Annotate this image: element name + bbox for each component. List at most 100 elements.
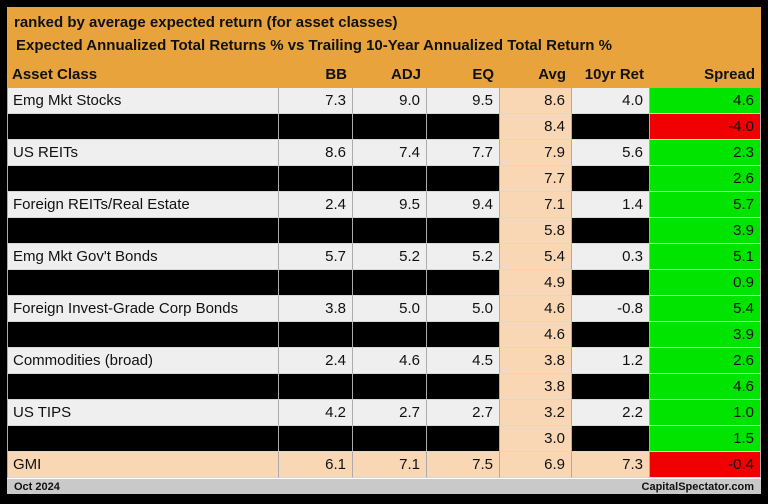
redacted-cell-eq xyxy=(427,270,500,296)
redacted-cell-asset xyxy=(7,322,279,348)
redacted-cell-adj xyxy=(353,218,427,244)
cell-bb: 6.1 xyxy=(279,452,353,478)
cell-bb: 8.6 xyxy=(279,140,353,166)
redacted-cell-bb xyxy=(279,114,353,140)
redacted-cell-ret10 xyxy=(572,374,650,400)
cell-spread: 5.1 xyxy=(650,244,761,270)
cell-adj: 5.2 xyxy=(353,244,427,270)
cell-spread: 5.4 xyxy=(650,296,761,322)
redacted-cell-eq xyxy=(427,322,500,348)
cell-bb: 4.2 xyxy=(279,400,353,426)
redacted-cell-bb xyxy=(279,374,353,400)
column-header-adj: ADJ xyxy=(353,60,427,88)
cell-spread: 4.6 xyxy=(650,374,761,400)
redacted-cell-adj xyxy=(353,114,427,140)
cell-ret10: 1.4 xyxy=(572,192,650,218)
redacted-cell-eq xyxy=(427,426,500,452)
cell-adj: 5.0 xyxy=(353,296,427,322)
cell-avg: 7.1 xyxy=(500,192,572,218)
cell-adj: 9.0 xyxy=(353,88,427,114)
redacted-cell-ret10 xyxy=(572,218,650,244)
redacted-cell-bb xyxy=(279,166,353,192)
cell-eq: 5.0 xyxy=(427,296,500,322)
cell-adj: 4.6 xyxy=(353,348,427,374)
cell-eq: 7.5 xyxy=(427,452,500,478)
redacted-cell-eq xyxy=(427,114,500,140)
cell-eq: 7.7 xyxy=(427,140,500,166)
cell-spread: 0.9 xyxy=(650,270,761,296)
redacted-cell-asset xyxy=(7,114,279,140)
redacted-cell-bb xyxy=(279,426,353,452)
cell-spread: 5.7 xyxy=(650,192,761,218)
cell-asset: GMI xyxy=(7,452,279,478)
column-header-spread: Spread xyxy=(650,60,761,88)
cell-ret10: 0.3 xyxy=(572,244,650,270)
redacted-cell-adj xyxy=(353,270,427,296)
footer-bar: Oct 2024 CapitalSpectator.com xyxy=(7,478,761,494)
redacted-cell-asset xyxy=(7,374,279,400)
cell-avg: 7.7 xyxy=(500,166,572,192)
redacted-cell-ret10 xyxy=(572,166,650,192)
cell-spread: 3.9 xyxy=(650,322,761,348)
cell-avg: 8.6 xyxy=(500,88,572,114)
cell-spread: 4.6 xyxy=(650,88,761,114)
cell-avg: 3.8 xyxy=(500,374,572,400)
cell-spread: -4.0 xyxy=(650,114,761,140)
cell-eq: 9.5 xyxy=(427,88,500,114)
redacted-cell-adj xyxy=(353,426,427,452)
redacted-cell-bb xyxy=(279,218,353,244)
cell-eq: 5.2 xyxy=(427,244,500,270)
cell-bb: 2.4 xyxy=(279,192,353,218)
cell-avg: 3.2 xyxy=(500,400,572,426)
cell-asset: Emg Mkt Stocks xyxy=(7,88,279,114)
redacted-cell-adj xyxy=(353,322,427,348)
cell-avg: 5.8 xyxy=(500,218,572,244)
cell-avg: 3.0 xyxy=(500,426,572,452)
asset-return-table: Asset Class BB ADJ EQ Avg 10yr Ret Spread Emg M… xyxy=(7,60,761,478)
cell-spread: -0.4 xyxy=(650,452,761,478)
redacted-cell-eq xyxy=(427,374,500,400)
cell-adj: 2.7 xyxy=(353,400,427,426)
redacted-cell-adj xyxy=(353,374,427,400)
cell-spread: 1.5 xyxy=(650,426,761,452)
cell-ret10: -0.8 xyxy=(572,296,650,322)
redacted-cell-eq xyxy=(427,166,500,192)
cell-spread: 2.6 xyxy=(650,348,761,374)
cell-bb: 5.7 xyxy=(279,244,353,270)
redacted-cell-asset xyxy=(7,166,279,192)
cell-avg: 8.4 xyxy=(500,114,572,140)
cell-asset: US REITs xyxy=(7,140,279,166)
column-header-eq: EQ xyxy=(427,60,500,88)
cell-ret10: 4.0 xyxy=(572,88,650,114)
cell-avg: 4.9 xyxy=(500,270,572,296)
cell-avg: 6.9 xyxy=(500,452,572,478)
cell-asset: Commodities (broad) xyxy=(7,348,279,374)
redacted-cell-ret10 xyxy=(572,426,650,452)
cell-adj: 9.5 xyxy=(353,192,427,218)
cell-avg: 7.9 xyxy=(500,140,572,166)
cell-avg: 4.6 xyxy=(500,322,572,348)
cell-adj: 7.4 xyxy=(353,140,427,166)
redacted-cell-ret10 xyxy=(572,322,650,348)
column-header-ret10: 10yr Ret xyxy=(572,60,650,88)
chart-subtitle: Expected Annualized Total Returns % vs T… xyxy=(16,37,612,54)
redacted-cell-adj xyxy=(353,166,427,192)
cell-ret10: 7.3 xyxy=(572,452,650,478)
redacted-cell-ret10 xyxy=(572,114,650,140)
cell-spread: 2.6 xyxy=(650,166,761,192)
cell-spread: 2.3 xyxy=(650,140,761,166)
column-header-avg: Avg xyxy=(500,60,572,88)
redacted-cell-asset xyxy=(7,218,279,244)
column-header-asset: Asset Class xyxy=(7,60,279,88)
cell-asset: Foreign Invest-Grade Corp Bonds xyxy=(7,296,279,322)
footer-source: CapitalSpectator.com xyxy=(641,480,754,493)
cell-avg: 4.6 xyxy=(500,296,572,322)
cell-eq: 2.7 xyxy=(427,400,500,426)
cell-eq: 4.5 xyxy=(427,348,500,374)
cell-spread: 3.9 xyxy=(650,218,761,244)
cell-adj: 7.1 xyxy=(353,452,427,478)
redacted-cell-asset xyxy=(7,426,279,452)
redacted-cell-bb xyxy=(279,270,353,296)
chart-content: ranked by average expected return (for a… xyxy=(7,7,761,494)
